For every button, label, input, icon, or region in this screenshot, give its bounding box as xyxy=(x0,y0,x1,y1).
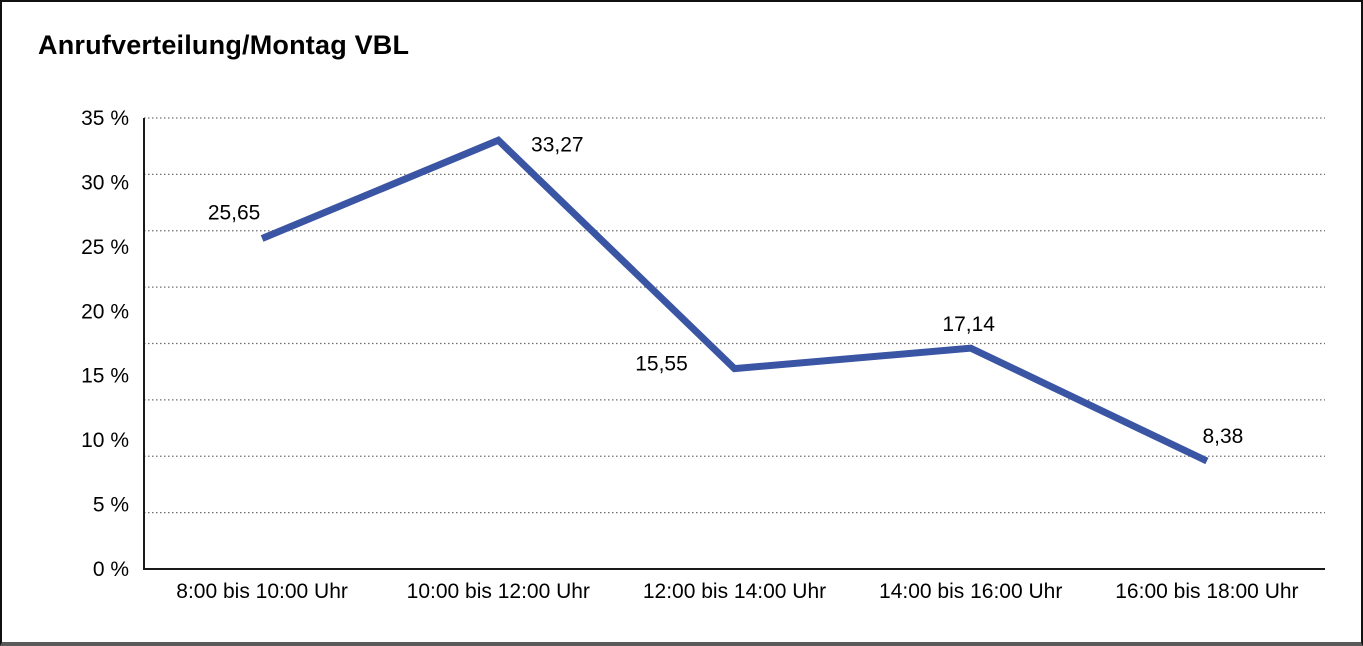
x-axis-label: 8:00 bis 10:00 Uhr xyxy=(176,580,348,603)
y-tick-label: 25 % xyxy=(81,236,129,259)
series-line xyxy=(260,136,1209,465)
y-tick-label: 10 % xyxy=(81,429,129,452)
chart-title: Anrufverteilung/Montag VBL xyxy=(38,30,410,60)
x-axis-label: 10:00 bis 12:00 Uhr xyxy=(407,580,590,603)
y-tick-label: 30 % xyxy=(81,171,129,194)
y-tick-label: 0 % xyxy=(93,558,129,581)
x-axis-label: 14:00 bis 16:00 Uhr xyxy=(879,580,1062,603)
x-axis-label: 12:00 bis 14:00 Uhr xyxy=(643,580,826,603)
data-point-label: 33,27 xyxy=(531,133,584,156)
data-point-label: 17,14 xyxy=(942,313,995,336)
data-point-label: 15,55 xyxy=(635,353,688,376)
data-point-label: 8,38 xyxy=(1202,425,1243,448)
data-point-label: 25,65 xyxy=(208,201,261,224)
y-tick-label: 15 % xyxy=(81,365,129,388)
y-tick-label: 5 % xyxy=(93,494,129,517)
y-tick-label: 35 % xyxy=(81,107,129,130)
x-axis-label: 16:00 bis 18:00 Uhr xyxy=(1115,580,1298,603)
y-tick-label: 20 % xyxy=(81,300,129,323)
